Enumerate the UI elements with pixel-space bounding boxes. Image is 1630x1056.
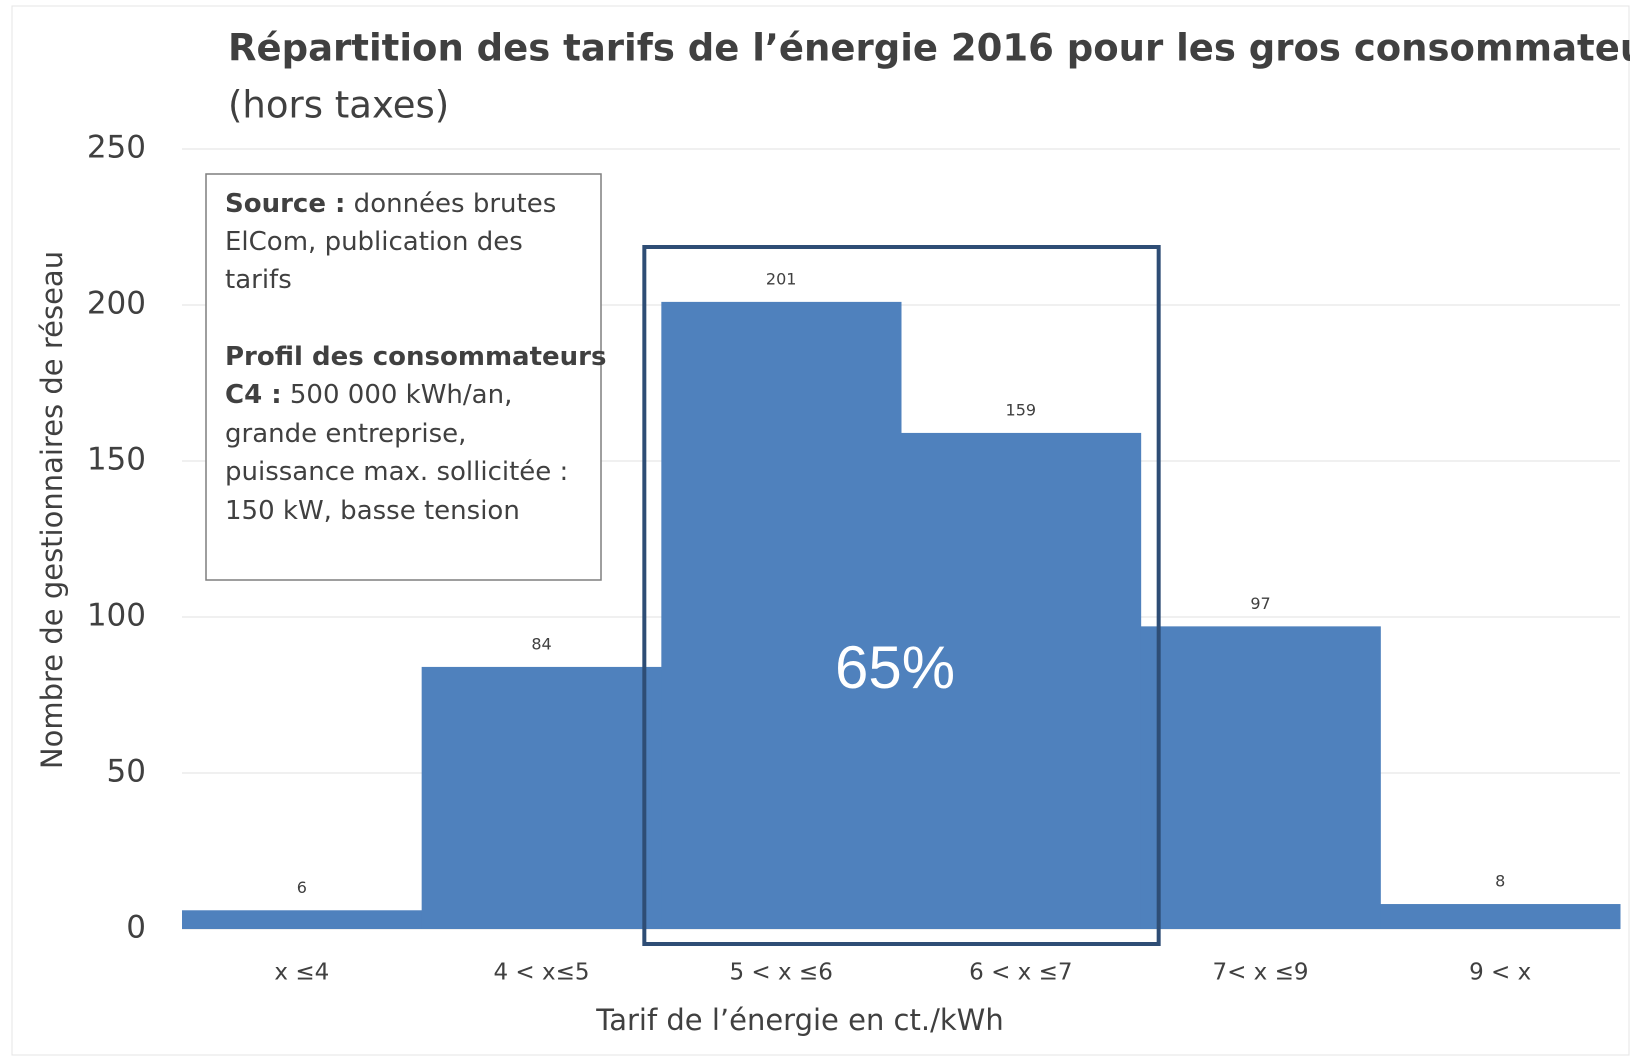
x-tick-label: 7< x ≤9: [1212, 960, 1308, 986]
note-line: ElCom, publication des: [225, 227, 523, 257]
note-line: tarifs: [225, 265, 292, 295]
y-tick-label: 250: [87, 130, 146, 166]
data-label: 6: [297, 878, 307, 897]
note-text: puissance max. sollicitée :: [225, 457, 568, 487]
x-axis-label: Tarif de l’énergie en ct./kWh: [595, 1003, 1003, 1037]
frame: [11, 5, 1630, 1056]
note-line: grande entreprise,: [225, 419, 466, 449]
note-bold: Profil des consommateurs: [225, 342, 606, 372]
data-label: 97: [1250, 594, 1270, 613]
chart-subtitle: (hors taxes): [228, 84, 449, 127]
note-text: données brutes: [345, 189, 556, 219]
y-tick-label: 100: [87, 598, 146, 634]
x-tick-label: 9 < x: [1469, 960, 1531, 986]
note-line: 150 kW, basse tension: [225, 496, 520, 526]
bar: [182, 910, 423, 929]
note-bold: Source :: [225, 189, 345, 219]
data-label: 84: [531, 634, 551, 653]
bar: [901, 432, 1142, 929]
bar: [421, 666, 662, 929]
note-bold: C4 :: [225, 380, 282, 410]
data-label: 201: [766, 269, 797, 288]
x-tick-label: 6 < x ≤7: [969, 960, 1072, 986]
y-axis-label: Nombre de gestionnaires de réseau: [35, 251, 69, 769]
bar: [661, 301, 902, 929]
note-text: grande entreprise,: [225, 419, 466, 449]
annotation: 65%: [835, 634, 955, 701]
x-tick-label: x ≤4: [274, 960, 329, 986]
note-text: 150 kW, basse tension: [225, 496, 520, 526]
note-box: [205, 173, 602, 581]
data-label: 8: [1495, 872, 1505, 891]
data-label: 159: [1006, 400, 1037, 419]
x-tick-label: 4 < x≤5: [493, 960, 589, 986]
bar: [1380, 904, 1621, 929]
bar: [1140, 626, 1381, 929]
highlight-box: [642, 245, 1161, 946]
y-tick-label: 150: [87, 442, 146, 478]
y-tick-label: 0: [126, 910, 146, 946]
note-line: Source : données brutes: [225, 189, 556, 219]
note-text: tarifs: [225, 265, 292, 295]
note-line: C4 : 500 000 kWh/an,: [225, 380, 512, 410]
y-tick-label: 50: [107, 754, 146, 790]
x-tick-label: 5 < x ≤6: [729, 960, 832, 986]
note-line: puissance max. sollicitée :: [225, 457, 568, 487]
note-line: Profil des consommateurs: [225, 342, 606, 372]
y-tick-label: 200: [87, 286, 146, 322]
note-text: ElCom, publication des: [225, 227, 523, 257]
chart-title: Répartition des tarifs de l’énergie 2016…: [228, 27, 1630, 70]
note-text: 500 000 kWh/an,: [282, 380, 513, 410]
